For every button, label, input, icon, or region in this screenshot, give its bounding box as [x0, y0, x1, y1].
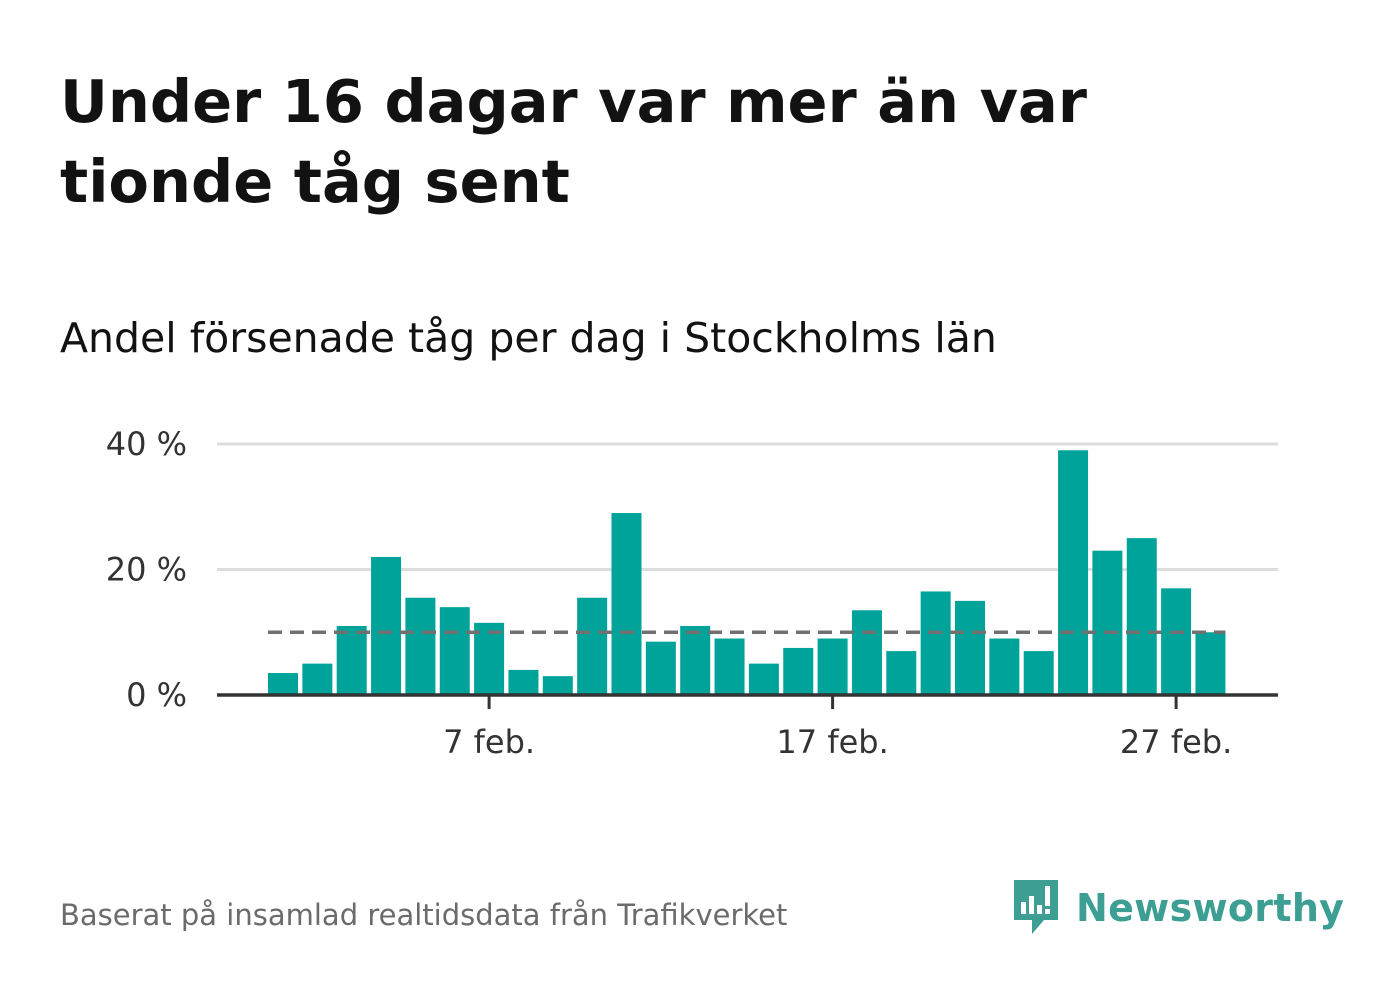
- y-tick-labels: 0 % 20 % 40 %: [106, 425, 187, 714]
- bar: [714, 638, 745, 695]
- bar: [1058, 450, 1089, 695]
- x-tick-label: 17 feb.: [776, 723, 888, 761]
- brand-logo[interactable]: Newsworthy: [1010, 876, 1344, 940]
- brand-name: Newsworthy: [1076, 886, 1345, 930]
- bar: [336, 625, 367, 695]
- bar: [268, 673, 298, 695]
- bar: [645, 641, 676, 695]
- bar: [1126, 538, 1157, 695]
- bar: [474, 622, 505, 695]
- bar: [1092, 550, 1123, 695]
- bar: [508, 669, 539, 695]
- bar: [955, 600, 985, 695]
- bar: [439, 607, 470, 695]
- bar: [886, 651, 917, 695]
- bar: [1023, 651, 1054, 695]
- y-tick-label: 20 %: [106, 551, 187, 589]
- bar: [817, 638, 848, 695]
- chart-title: Under 16 dagar var mer än var tionde tåg…: [60, 67, 1087, 216]
- bars: [268, 450, 1226, 695]
- bar: [302, 663, 333, 695]
- y-tick-label: 0 %: [126, 676, 187, 714]
- bar: [851, 610, 882, 695]
- bar: [680, 625, 711, 695]
- chart-subtitle: Andel försenade tåg per dag i Stockholms…: [60, 314, 997, 362]
- x-ticks: 7 feb. 17 feb. 27 feb.: [443, 695, 1232, 761]
- y-tick-label: 40 %: [106, 425, 187, 463]
- bar: [989, 638, 1020, 695]
- bar-chart: 0 % 20 % 40 % 7 feb. 17 feb. 27 feb.: [106, 425, 1278, 761]
- bar: [577, 597, 608, 695]
- newsworthy-logo-icon: [1014, 880, 1058, 934]
- bar: [1161, 588, 1192, 695]
- x-tick-label: 27 feb.: [1120, 723, 1232, 761]
- bar: [783, 647, 814, 695]
- bar: [920, 591, 951, 695]
- bar: [1195, 632, 1226, 695]
- bar: [748, 663, 779, 695]
- bar: [611, 513, 642, 695]
- bar: [542, 676, 573, 695]
- x-tick-label: 7 feb.: [443, 723, 535, 761]
- source-note: Baserat på insamlad realtidsdata från Tr…: [60, 898, 788, 932]
- bar: [371, 556, 402, 695]
- bar: [405, 597, 436, 695]
